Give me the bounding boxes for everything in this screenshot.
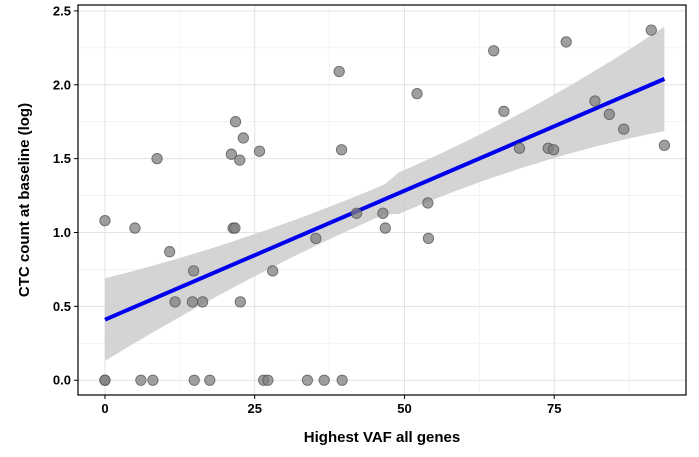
data-point bbox=[151, 152, 163, 165]
data-point bbox=[377, 207, 389, 219]
data-point bbox=[262, 374, 274, 386]
data-point bbox=[237, 132, 249, 144]
data-point bbox=[645, 24, 657, 36]
data-point bbox=[333, 65, 345, 78]
data-point bbox=[310, 232, 322, 245]
data-point bbox=[229, 222, 241, 234]
data-point bbox=[253, 145, 266, 157]
data-point bbox=[147, 374, 159, 386]
y-tick-label: 1.0 bbox=[53, 225, 71, 240]
data-point bbox=[603, 108, 615, 120]
data-point bbox=[129, 222, 141, 234]
data-point bbox=[187, 265, 200, 277]
data-point bbox=[188, 374, 200, 386]
x-tick-label: 75 bbox=[547, 401, 561, 416]
regression-line bbox=[104, 77, 666, 322]
data-point bbox=[589, 95, 601, 107]
y-tick-label: 2.5 bbox=[53, 3, 71, 18]
data-point bbox=[547, 144, 560, 156]
data-point bbox=[379, 222, 391, 234]
plot-panel-border bbox=[77, 4, 687, 396]
data-point bbox=[411, 87, 423, 100]
data-point bbox=[618, 123, 630, 135]
x-tick-label: 50 bbox=[397, 401, 411, 416]
data-points bbox=[99, 24, 671, 386]
data-point bbox=[186, 296, 199, 308]
y-tick-label: 1.5 bbox=[53, 151, 71, 166]
data-point bbox=[488, 45, 500, 57]
data-point bbox=[422, 232, 435, 245]
data-point bbox=[234, 296, 246, 308]
data-point bbox=[350, 207, 363, 219]
x-tick-label: 0 bbox=[101, 401, 108, 416]
data-point bbox=[204, 374, 216, 386]
data-point bbox=[318, 374, 330, 386]
y-tick-label: 0.5 bbox=[53, 299, 71, 314]
data-point bbox=[513, 142, 526, 154]
data-point bbox=[336, 374, 348, 386]
data-point bbox=[658, 139, 671, 151]
data-point bbox=[225, 148, 237, 160]
data-point bbox=[99, 374, 111, 386]
data-point bbox=[163, 246, 176, 258]
y-axis-title: CTC count at baseline (log) bbox=[16, 103, 33, 297]
x-axis-title: Highest VAF all genes bbox=[304, 429, 460, 446]
y-axis-ticks: 0.0 0.5 1.0 1.5 2.0 2.5 bbox=[53, 3, 78, 388]
data-point bbox=[498, 105, 510, 118]
data-point bbox=[99, 215, 111, 227]
data-point bbox=[229, 116, 242, 128]
confidence-ribbon bbox=[105, 26, 665, 361]
data-point bbox=[169, 296, 181, 308]
data-point bbox=[301, 374, 314, 386]
data-point bbox=[335, 144, 348, 156]
data-point bbox=[234, 154, 246, 166]
x-tick-label: 25 bbox=[247, 401, 261, 416]
y-tick-label: 0.0 bbox=[53, 373, 71, 388]
x-axis-ticks: 0 25 50 75 bbox=[101, 395, 561, 416]
data-point bbox=[196, 296, 209, 308]
data-point bbox=[267, 265, 279, 277]
y-tick-label: 2.0 bbox=[53, 77, 71, 92]
data-point bbox=[560, 36, 572, 48]
data-point bbox=[135, 374, 147, 386]
data-point bbox=[422, 197, 434, 209]
